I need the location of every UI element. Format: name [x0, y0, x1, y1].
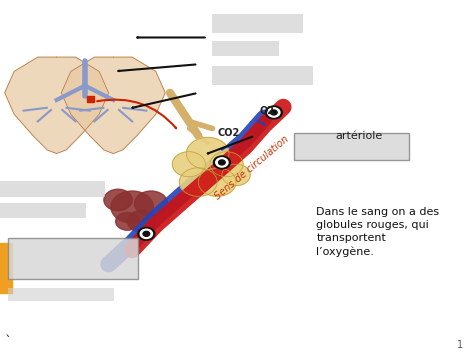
Text: O2: O2	[260, 106, 274, 116]
FancyBboxPatch shape	[9, 288, 114, 301]
Circle shape	[116, 212, 139, 230]
Circle shape	[271, 110, 277, 115]
Circle shape	[140, 229, 153, 238]
Circle shape	[128, 211, 156, 232]
Text: artériole: artériole	[335, 131, 383, 141]
Circle shape	[143, 231, 150, 236]
FancyBboxPatch shape	[9, 238, 138, 279]
FancyArrowPatch shape	[132, 94, 196, 108]
Circle shape	[268, 108, 280, 117]
Text: CO2: CO2	[217, 128, 239, 138]
FancyArrowPatch shape	[97, 100, 176, 128]
Circle shape	[213, 156, 230, 169]
FancyBboxPatch shape	[211, 41, 280, 56]
FancyBboxPatch shape	[211, 66, 312, 85]
FancyArrowPatch shape	[118, 65, 195, 71]
Circle shape	[104, 189, 132, 211]
Circle shape	[111, 191, 154, 223]
FancyArrowPatch shape	[208, 137, 252, 154]
Text: `: `	[5, 335, 12, 349]
Circle shape	[173, 152, 205, 177]
FancyArrowPatch shape	[257, 121, 264, 125]
Text: 1: 1	[456, 340, 463, 350]
Circle shape	[222, 164, 250, 186]
Circle shape	[179, 168, 217, 196]
Polygon shape	[61, 57, 165, 154]
FancyBboxPatch shape	[294, 133, 410, 160]
Text: Dans le sang on a des
globules rouges, qui
transportent
l’oxygène.: Dans le sang on a des globules rouges, q…	[316, 207, 439, 257]
Circle shape	[210, 152, 243, 177]
FancyBboxPatch shape	[0, 181, 105, 197]
FancyBboxPatch shape	[211, 14, 303, 33]
FancyArrowPatch shape	[137, 37, 205, 38]
Bar	[0, 243, 12, 293]
Circle shape	[138, 227, 155, 240]
Circle shape	[135, 191, 168, 216]
Circle shape	[198, 168, 236, 196]
Circle shape	[186, 137, 229, 170]
Bar	[87, 96, 94, 102]
FancyArrowPatch shape	[222, 146, 229, 150]
Text: Sens de circulation: Sens de circulation	[212, 134, 290, 202]
Circle shape	[216, 158, 228, 167]
FancyBboxPatch shape	[0, 203, 86, 218]
Circle shape	[219, 160, 225, 165]
Polygon shape	[5, 57, 109, 154]
Circle shape	[265, 106, 283, 119]
